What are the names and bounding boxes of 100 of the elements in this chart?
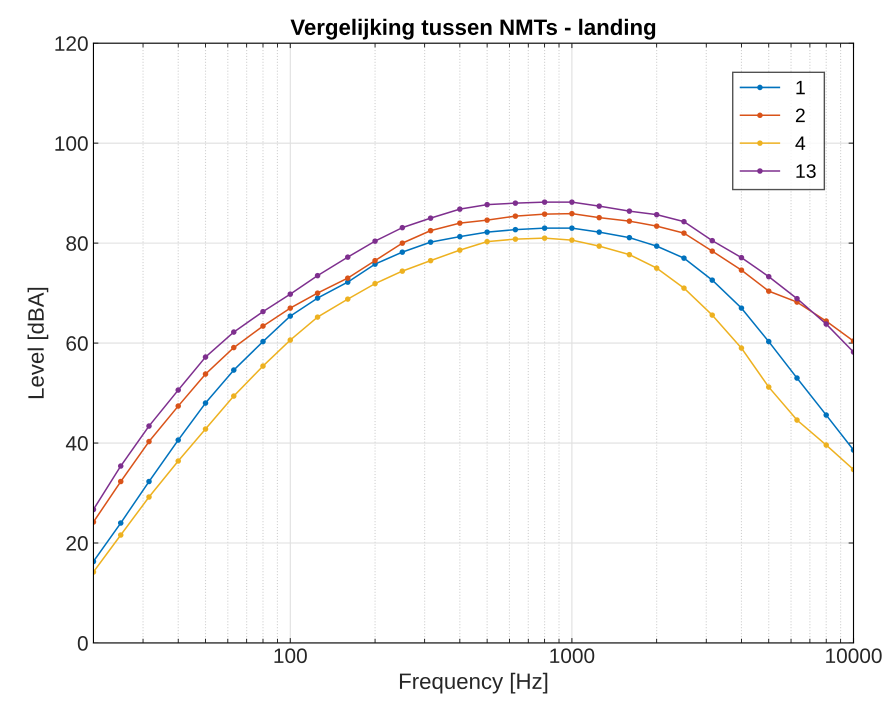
point (766, 384, 772, 390)
point (823, 412, 829, 418)
point (484, 229, 490, 235)
point (457, 220, 463, 226)
point (202, 426, 208, 432)
point (344, 254, 351, 260)
y-tick-label: 120 (55, 36, 88, 51)
point (569, 225, 575, 231)
point (542, 199, 548, 205)
point (766, 274, 772, 280)
point (512, 226, 518, 232)
x-tick-label: 100 (274, 648, 307, 664)
point (626, 252, 632, 258)
point (372, 238, 378, 244)
point (738, 254, 744, 260)
point (118, 532, 124, 538)
point (457, 234, 463, 240)
point (314, 295, 320, 301)
point (794, 375, 800, 381)
point (260, 308, 266, 314)
point (118, 520, 124, 526)
point (428, 258, 434, 264)
point (626, 234, 632, 240)
point (118, 478, 124, 484)
point (596, 214, 602, 220)
point (681, 218, 687, 224)
point (512, 213, 518, 219)
point (344, 296, 351, 302)
point (596, 243, 602, 249)
point (146, 423, 152, 429)
point (569, 210, 575, 216)
y-tick-label: 80 (66, 236, 88, 251)
point (709, 277, 716, 283)
point (288, 305, 294, 311)
point (681, 255, 687, 261)
x-tick-label: 10000 (826, 648, 882, 664)
point (766, 338, 772, 344)
point (709, 238, 716, 244)
point (766, 288, 772, 294)
point (260, 363, 266, 369)
point (202, 400, 208, 406)
legend-label: 1 (796, 80, 805, 94)
point (400, 224, 406, 230)
legend-label: 4 (795, 136, 806, 150)
point (484, 202, 490, 208)
point (823, 442, 829, 448)
point (288, 313, 294, 319)
point (146, 494, 152, 500)
point (175, 403, 181, 409)
point (626, 208, 632, 214)
point (738, 345, 744, 351)
point (400, 249, 406, 255)
point (596, 229, 602, 235)
point (457, 206, 463, 212)
point (314, 314, 320, 320)
point (681, 285, 687, 291)
point (146, 438, 152, 444)
point (428, 239, 434, 245)
point (118, 463, 124, 469)
point (175, 437, 181, 443)
point (654, 265, 660, 271)
point (542, 225, 548, 231)
point (709, 248, 716, 254)
point (314, 272, 320, 278)
point (372, 280, 378, 286)
point (260, 323, 266, 329)
legend-label: 2 (796, 108, 805, 122)
point (146, 478, 152, 484)
point (231, 329, 237, 335)
point (202, 371, 208, 377)
legend-label: 13 (796, 164, 816, 178)
x-axis-title: Frequency [Hz] (400, 672, 548, 694)
point (738, 305, 744, 311)
point (681, 230, 687, 236)
point (231, 344, 237, 350)
point (542, 235, 548, 241)
point (654, 243, 660, 249)
point (823, 321, 829, 327)
point (484, 238, 490, 244)
point (231, 367, 237, 373)
point (260, 338, 266, 344)
point (626, 218, 632, 224)
point (654, 223, 660, 229)
point (400, 268, 406, 274)
point (175, 458, 181, 464)
point (738, 267, 744, 273)
point (372, 258, 378, 264)
point (457, 247, 463, 253)
point (542, 211, 548, 217)
point (512, 236, 518, 242)
point (231, 393, 237, 399)
point (175, 387, 181, 393)
y-tick-label: 0 (78, 636, 88, 651)
point (400, 240, 406, 246)
point (202, 354, 208, 360)
point (428, 215, 434, 221)
point (314, 290, 320, 296)
point (288, 291, 294, 297)
point (569, 199, 575, 205)
point (428, 228, 434, 234)
